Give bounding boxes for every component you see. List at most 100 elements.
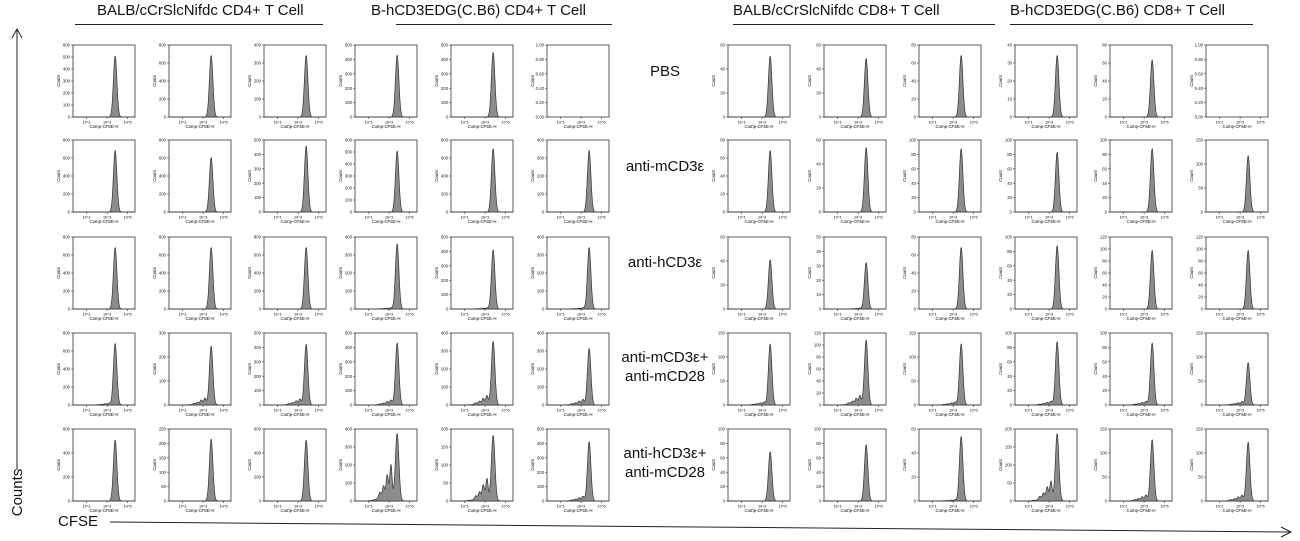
panel-x-label: Comp-CFSE-H <box>281 412 310 417</box>
panel-x-label: Comp-CFSE-H <box>1127 219 1156 224</box>
y-tick-label: 0 <box>1201 499 1204 504</box>
y-tick-label: 400 <box>63 367 71 372</box>
x-tick-label: 10^5 <box>405 313 413 317</box>
panel-y-label: Count <box>530 362 535 374</box>
y-tick-label: 500 <box>537 427 545 432</box>
x-tick-label: 10^3 <box>949 409 957 413</box>
histogram-area <box>1015 54 1077 118</box>
x-tick-label: 10^1 <box>1025 216 1033 220</box>
y-tick-label: 100 <box>441 292 449 297</box>
y-tick-label: 50 <box>911 379 916 384</box>
y-tick-label: 0 <box>1201 403 1204 408</box>
y-tick-label: 120 <box>1100 235 1108 240</box>
y-tick-label: 200 <box>63 475 71 480</box>
x-tick-label: 10^5 <box>501 216 509 220</box>
x-tick-label: 10^3 <box>1236 505 1244 509</box>
y-tick-label: 60 <box>720 43 725 48</box>
x-tick-label: 10^3 <box>481 505 489 509</box>
y-tick-label: 200 <box>345 86 353 91</box>
x-tick-label: 10^1 <box>834 313 842 317</box>
y-tick-label: 0 <box>1105 307 1108 312</box>
y-tick-label: 100 <box>254 388 262 393</box>
y-tick-label: 300 <box>537 455 545 460</box>
panel-frame <box>918 139 982 213</box>
panel-x-label: Comp-CFSE-H <box>90 412 119 417</box>
y-tick-label: 20 <box>816 278 821 283</box>
histogram-area <box>919 246 981 310</box>
y-tick-label: 400 <box>441 174 449 179</box>
x-tick-label: 10^1 <box>929 121 937 125</box>
panel-x-label: Comp-CFSE-H <box>745 219 774 224</box>
panel-frame <box>823 139 887 213</box>
panel-y-label: Count <box>1189 169 1194 181</box>
panel-frame <box>918 428 982 502</box>
y-tick-label: 40 <box>911 451 916 456</box>
panel-frame <box>263 332 327 406</box>
panel-y-label: Count <box>56 362 61 374</box>
panel-x-label: Comp-CFSE-H <box>936 219 965 224</box>
panel-y-label: Count <box>998 266 1003 278</box>
y-tick-label: 0 <box>259 307 262 312</box>
y-tick-label: 0 <box>542 307 545 312</box>
x-tick-label: 10^5 <box>123 313 131 317</box>
histogram-panel: 0 50 100 150 200 Count 10^1 10^3 10^5 Comp-CFSE-H <box>434 427 514 513</box>
y-tick-label: 500 <box>441 43 449 48</box>
x-tick-label: 10^1 <box>929 505 937 509</box>
x-tick-label: 10^5 <box>1256 313 1264 317</box>
x-tick-label: 10^5 <box>778 216 786 220</box>
y-tick-label: 150 <box>1005 445 1013 450</box>
y-tick-label: 0 <box>819 307 822 312</box>
x-tick-label: 10^1 <box>1025 313 1033 317</box>
x-tick-label: 10^1 <box>1120 216 1128 220</box>
panel-x-label: Comp-CFSE-H <box>186 508 215 513</box>
x-tick-label: 10^3 <box>758 313 766 317</box>
x-tick-label: 10^3 <box>758 216 766 220</box>
y-tick-label: 400 <box>441 331 449 336</box>
histogram-area <box>73 342 135 406</box>
histogram-area <box>264 246 326 310</box>
y-tick-label: 200 <box>159 97 167 102</box>
y-tick-label: 0 <box>914 210 917 215</box>
x-tick-label: 10^5 <box>969 505 977 509</box>
histogram-panel: 0 200 400 600 800 Count 10^1 10^3 10^5 Comp-CFSE-… <box>152 235 232 321</box>
y-tick-label: 20 <box>1007 292 1012 297</box>
y-tick-label: 400 <box>63 67 71 72</box>
panel-y-label: Count <box>1093 458 1098 470</box>
y-tick-label: 800 <box>159 235 167 240</box>
y-tick-label: 10 <box>816 292 821 297</box>
y-tick-label: 20 <box>1102 97 1107 102</box>
panel-y-label: Count <box>338 74 343 86</box>
panel-y-label: Count <box>998 458 1003 470</box>
y-tick-label: 80 <box>1102 152 1107 157</box>
x-tick-label: 10^1 <box>1216 505 1224 509</box>
y-tick-label: 40 <box>1007 43 1012 48</box>
y-tick-label: 200 <box>345 374 353 379</box>
x-tick-label: 10^3 <box>481 216 489 220</box>
panel-x-label: Comp-CFSE-H <box>745 316 774 321</box>
histogram-panel: 0 100 200 300 400 500 600 Count 10^1 10^3 10^5 Comp… <box>338 138 418 224</box>
x-tick-label: 10^3 <box>949 313 957 317</box>
y-tick-label: 100 <box>1005 331 1013 336</box>
y-tick-label: 1.00 <box>536 43 545 48</box>
histogram-panel: 0 100 200 300 400 500 Count 10^1 10^3 10^5 Comp-CF… <box>530 427 610 513</box>
y-tick-label: 0 <box>164 210 167 215</box>
panel-x-label: Comp-CFSE-H <box>90 219 119 224</box>
panel-frame <box>168 236 232 310</box>
histogram-area <box>73 439 135 502</box>
panel-y-label: Count <box>807 458 812 470</box>
x-tick-label: 10^1 <box>1216 121 1224 125</box>
histogram-panel: 0 100 200 300 400 Count 10^1 10^3 10^5 Comp-CFSE-… <box>338 427 418 513</box>
y-tick-label: 40 <box>816 162 821 167</box>
histogram-panel: 0 20 40 60 80 100 Count 10^1 10^3 10^5 Comp-CFSE-H <box>998 331 1078 417</box>
panel-x-label: Comp-CFSE-H <box>372 316 401 321</box>
y-tick-label: 0 <box>723 499 726 504</box>
y-tick-label: 60 <box>911 427 916 432</box>
y-tick-label: 20 <box>816 484 821 489</box>
y-tick-label: 400 <box>345 235 353 240</box>
x-tick-label: 10^1 <box>738 505 746 509</box>
y-tick-label: 600 <box>441 156 449 161</box>
y-tick-label: 0 <box>350 499 353 504</box>
y-tick-label: 400 <box>345 57 353 62</box>
histogram-area <box>355 150 417 213</box>
panel-frame <box>168 332 232 406</box>
